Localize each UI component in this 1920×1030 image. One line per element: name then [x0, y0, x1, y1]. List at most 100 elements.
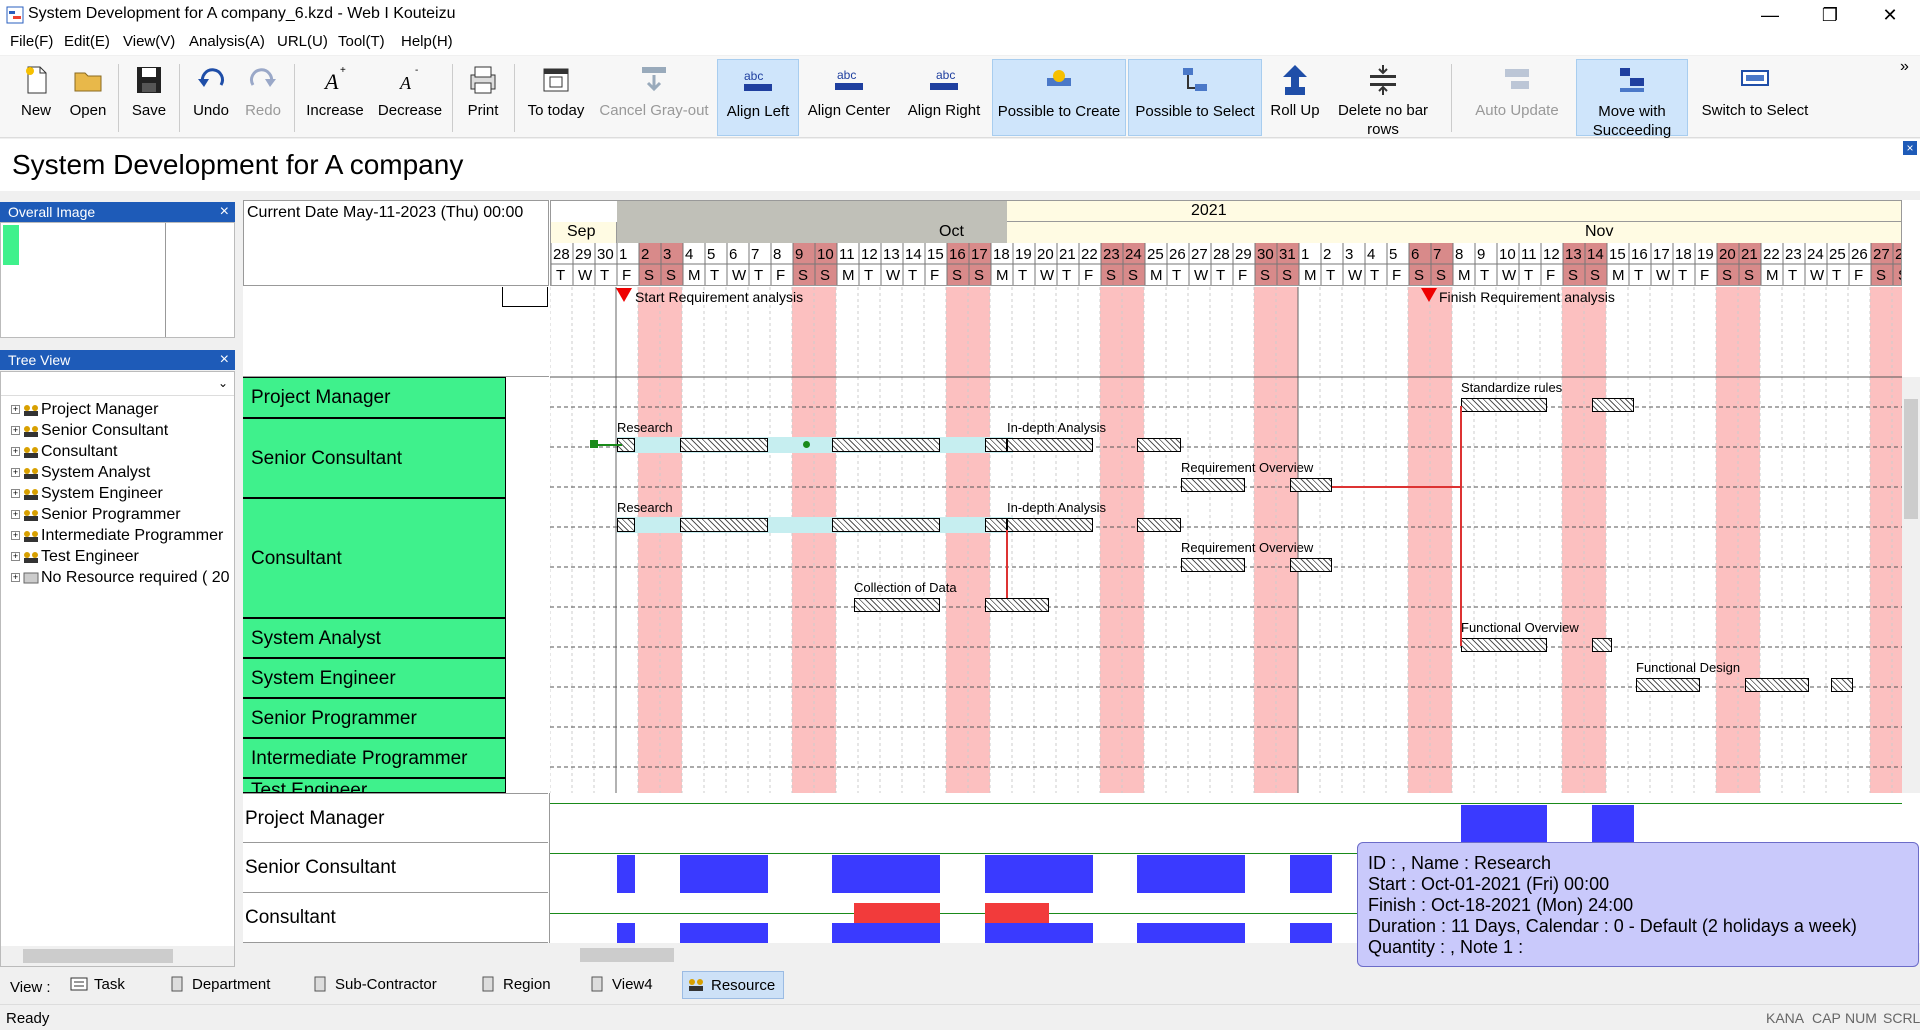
weekday-letter: S	[952, 267, 962, 284]
day-number: 22	[1763, 246, 1780, 263]
roll-up-button[interactable]: Roll Up	[1266, 59, 1324, 136]
tab-department[interactable]: Department	[164, 971, 278, 999]
resource-system-analyst[interactable]: System Analyst	[243, 618, 505, 658]
tab-task[interactable]: Task	[66, 971, 133, 999]
task-bar-functional-overview[interactable]	[1592, 638, 1612, 652]
overview-canvas[interactable]	[0, 222, 235, 338]
tree-item-no-resource[interactable]: + No Resource required ( 20	[11, 569, 230, 586]
save-button[interactable]: Save	[125, 59, 173, 136]
task-bar-research[interactable]	[985, 438, 1007, 452]
day-number: 8	[773, 246, 781, 263]
delete-no-bar-rows-button[interactable]: Delete no bar rows	[1328, 59, 1438, 138]
toolbar-overflow[interactable]: »	[1900, 58, 1909, 75]
switch-to-select-button[interactable]: Switch to Select	[1692, 59, 1818, 136]
gantt-chart[interactable]: Current Date May-11-2023 (Thu) 00:00 202…	[243, 200, 1920, 800]
tree-item-system-engineer[interactable]: + System Engineer	[11, 485, 163, 502]
task-bar-in-depth-analysis[interactable]	[1007, 518, 1093, 532]
task-bar-research[interactable]	[832, 518, 940, 532]
cancel-grayout-button[interactable]: Cancel Gray-out	[596, 59, 712, 136]
tab-view4[interactable]: View4	[584, 971, 661, 999]
redo-button[interactable]: Redo	[238, 59, 288, 136]
tree-item-project-manager[interactable]: + Project Manager	[11, 401, 159, 418]
tree-item-system-analyst[interactable]: + System Analyst	[11, 464, 151, 481]
tree-item-intermediate-programmer[interactable]: + Intermediate Programmer	[11, 527, 224, 544]
close-button[interactable]: ✕	[1882, 5, 1898, 25]
task-bar-research[interactable]	[832, 438, 940, 452]
menu-edit[interactable]: Edit(E)	[64, 33, 110, 50]
resource-intermediate-programmer[interactable]: Intermediate Programmer	[243, 738, 505, 778]
menu-tool[interactable]: Tool(T)	[338, 33, 385, 50]
tree-item-senior-programmer[interactable]: + Senior Programmer	[11, 506, 181, 523]
task-bar-requirement-overview[interactable]	[1181, 478, 1245, 492]
drag-handle-left[interactable]	[590, 440, 598, 448]
task-bar-requirement-overview[interactable]	[1290, 558, 1332, 572]
decrease-font-button[interactable]: A- Decrease	[377, 65, 443, 119]
tree-filter-dropdown[interactable]: ⌄	[1, 372, 234, 396]
menu-url[interactable]: URL(U)	[277, 33, 328, 50]
milestone-start-marker[interactable]	[616, 288, 632, 302]
task-bar-standardize-rules[interactable]	[1461, 398, 1547, 412]
resource-test-engineer[interactable]: Test Engineer	[243, 778, 505, 793]
menu-help[interactable]: Help(H)	[401, 33, 453, 50]
close-tree-icon[interactable]: ×	[219, 351, 229, 368]
tab-sub-contractor[interactable]: Sub-Contractor	[307, 971, 445, 999]
task-bar-requirement-overview[interactable]	[1290, 478, 1332, 492]
task-bar-functional-design[interactable]	[1745, 678, 1809, 692]
tree-horizontal-scrollbar[interactable]	[1, 946, 234, 966]
align-left-button[interactable]: abc Align Left	[717, 59, 799, 136]
scrollbar-thumb[interactable]	[23, 949, 173, 963]
resource-senior-consultant[interactable]: Senior Consultant	[243, 418, 505, 498]
resource-consultant[interactable]: Consultant	[243, 498, 505, 618]
menu-analysis[interactable]: Analysis(A)	[189, 33, 265, 50]
menu-file[interactable]: File(F)	[10, 33, 54, 50]
close-overview-icon[interactable]: ×	[219, 203, 229, 220]
undo-button[interactable]: Undo	[186, 59, 236, 136]
task-bar-research[interactable]	[985, 518, 1007, 532]
print-button[interactable]: Print	[458, 59, 508, 136]
tab-region[interactable]: Region	[475, 971, 559, 999]
scrollbar-thumb[interactable]	[1904, 399, 1918, 519]
task-bar-collection-of-data[interactable]	[985, 598, 1049, 612]
drag-handle-mid[interactable]	[803, 441, 810, 448]
tab-resource[interactable]: Resource	[682, 971, 785, 999]
possible-to-select-button[interactable]: Possible to Select	[1128, 59, 1262, 136]
label-horizontal-scrollbar[interactable]	[243, 945, 548, 965]
new-button[interactable]: New	[12, 59, 60, 136]
align-center-button[interactable]: abc Align Center	[802, 59, 896, 136]
resource-icon	[24, 425, 38, 437]
resource-system-engineer[interactable]: System Engineer	[243, 658, 505, 698]
tree-item-test-engineer[interactable]: + Test Engineer	[11, 548, 139, 565]
resource-senior-programmer[interactable]: Senior Programmer	[243, 698, 505, 738]
gantt-vertical-scrollbar[interactable]	[1902, 377, 1920, 793]
task-bar-functional-design[interactable]	[1831, 678, 1853, 692]
task-bar-functional-overview[interactable]	[1461, 638, 1547, 652]
align-right-button[interactable]: abc Align Right	[899, 59, 989, 136]
open-button[interactable]: Open	[64, 59, 112, 136]
task-bar-in-depth-analysis[interactable]	[1137, 438, 1181, 452]
task-bar-in-depth-analysis[interactable]	[1007, 438, 1093, 452]
maximize-button[interactable]: ❐	[1821, 5, 1839, 25]
task-bar-collection-of-data[interactable]	[854, 598, 940, 612]
task-bar-research[interactable]	[680, 438, 768, 452]
increase-font-button[interactable]: A + Increase	[306, 65, 364, 119]
num-indicator: NUM	[1845, 1010, 1877, 1026]
task-bar-in-depth-analysis[interactable]	[1137, 518, 1181, 532]
auto-update-button[interactable]: Auto Update	[1462, 59, 1572, 136]
resource-project-manager[interactable]: Project Manager	[243, 377, 505, 418]
task-bar-research[interactable]	[617, 518, 635, 532]
tree-item-senior-consultant[interactable]: + Senior Consultant	[11, 422, 169, 439]
task-bar-research[interactable]	[680, 518, 768, 532]
tree-item-consultant[interactable]: + Consultant	[11, 443, 118, 460]
minimize-button[interactable]: —	[1761, 5, 1779, 25]
gantt-horizontal-scrollbar[interactable]	[550, 945, 1360, 965]
close-document-icon[interactable]: ×	[1903, 141, 1917, 155]
task-bar-requirement-overview[interactable]	[1181, 558, 1245, 572]
task-bar-functional-design[interactable]	[1636, 678, 1700, 692]
task-bar-standardize-rules[interactable]	[1592, 398, 1634, 412]
possible-to-create-button[interactable]: Possible to Create	[992, 59, 1126, 136]
milestone-finish-marker[interactable]	[1421, 288, 1437, 302]
to-today-button[interactable]: To today	[520, 59, 592, 136]
scrollbar-thumb[interactable]	[580, 948, 674, 962]
menu-view[interactable]: View(V)	[123, 33, 176, 50]
